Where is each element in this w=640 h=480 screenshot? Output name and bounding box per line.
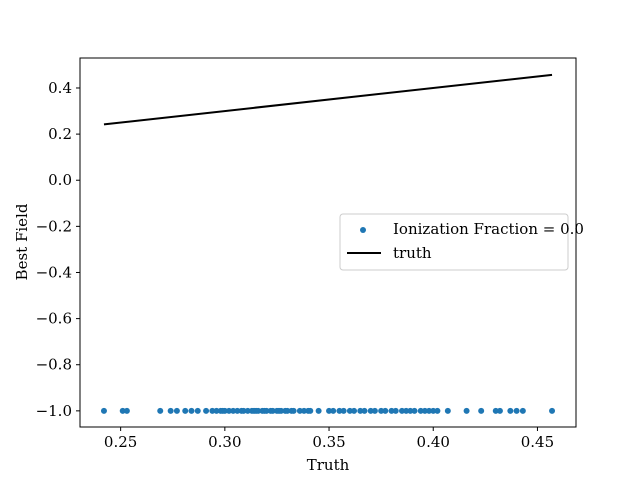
y-axis-label: Best Field [13,203,31,280]
scatter-point [430,407,437,414]
scatter-point [213,407,220,414]
scatter-point [403,407,410,414]
scatter-point [367,407,374,414]
legend-label-line: truth [393,244,432,262]
legend: Ionization Fraction = 0.0 truth [339,213,584,271]
scatter-point [194,407,201,414]
scatter-point [378,407,385,414]
scatter-point [255,407,262,414]
x-tick-label: 0.30 [208,433,241,451]
scatter-point [507,407,514,414]
x-axis-ticks: 0.25 0.30 0.35 0.40 0.45 [104,427,554,451]
scatter-point [240,407,247,414]
scatter-point [492,407,499,414]
scatter-point [463,407,470,414]
scatter-point [336,407,343,414]
scatter-point [519,407,526,414]
scatter-point [167,407,174,414]
truth-line [103,73,553,126]
scatter-point [407,407,414,414]
scatter-point [296,407,303,414]
scatter-point [188,407,195,414]
scatter-point [269,407,276,414]
scatter-point [157,407,164,414]
scatter-point [357,407,364,414]
x-tick-label: 0.25 [104,433,137,451]
scatter-point [209,407,216,414]
scatter-point [284,407,291,414]
y-tick-label: 0.2 [48,125,72,143]
scatter-point [496,407,503,414]
scatter-point-layer [100,407,556,414]
scatter-point [392,407,399,414]
x-tick-label: 0.45 [521,433,554,451]
scatter-point [351,407,358,414]
scatter-point [346,407,353,414]
scatter-point [234,407,241,414]
scatter-point [278,407,285,414]
scatter-point [244,407,251,414]
legend-scatter-marker [360,227,366,233]
scatter-point [315,407,322,414]
plot-area [100,73,556,414]
scatter-point [100,407,107,414]
scatter-point [203,407,210,414]
scatter-point [417,407,424,414]
scatter-point [478,407,485,414]
y-tick-label: 0.0 [48,171,72,189]
legend-box [339,213,569,271]
scatter-point [119,407,126,414]
scatter-point [330,407,337,414]
scatter-point [173,407,180,414]
truth-line-layer [103,73,553,126]
y-tick-label: −0.4 [36,263,72,281]
y-tick-label: −0.2 [36,217,72,235]
scatter-point [421,407,428,414]
y-axis-ticks: 0.4 0.2 0.0 −0.2 −0.4 −0.6 −0.8 −1.0 [36,79,80,420]
x-axis-label: Truth [307,456,350,474]
scatter-point [371,407,378,414]
scatter-point [340,407,347,414]
scatter-point [182,407,189,414]
x-tick-label: 0.40 [417,433,450,451]
scatter-point [398,407,405,414]
scatter-point [549,407,556,414]
scatter-point [290,407,297,414]
scatter-point [411,407,418,414]
scatter-point [221,407,228,414]
scatter-point [326,407,333,414]
axes-frame [79,57,577,428]
x-tick-label: 0.35 [312,433,345,451]
scatter-point [263,407,270,414]
scatter-point [226,407,233,414]
scatter-point [444,407,451,414]
scatter-point [123,407,130,414]
scatter-point [301,407,308,414]
scatter-point [388,407,395,414]
y-tick-label: −0.8 [36,356,72,374]
scatter-point [230,407,237,414]
scatter-point [307,407,314,414]
scatter-point [426,407,433,414]
scatter-point [513,407,520,414]
y-tick-label: −1.0 [36,402,72,420]
scatter-point [382,407,389,414]
y-tick-label: −0.6 [36,310,72,328]
legend-label-scatter: Ionization Fraction = 0.0 [393,220,584,238]
scatter-point [361,407,368,414]
y-tick-label: 0.4 [48,79,72,97]
scatter-point [434,407,441,414]
